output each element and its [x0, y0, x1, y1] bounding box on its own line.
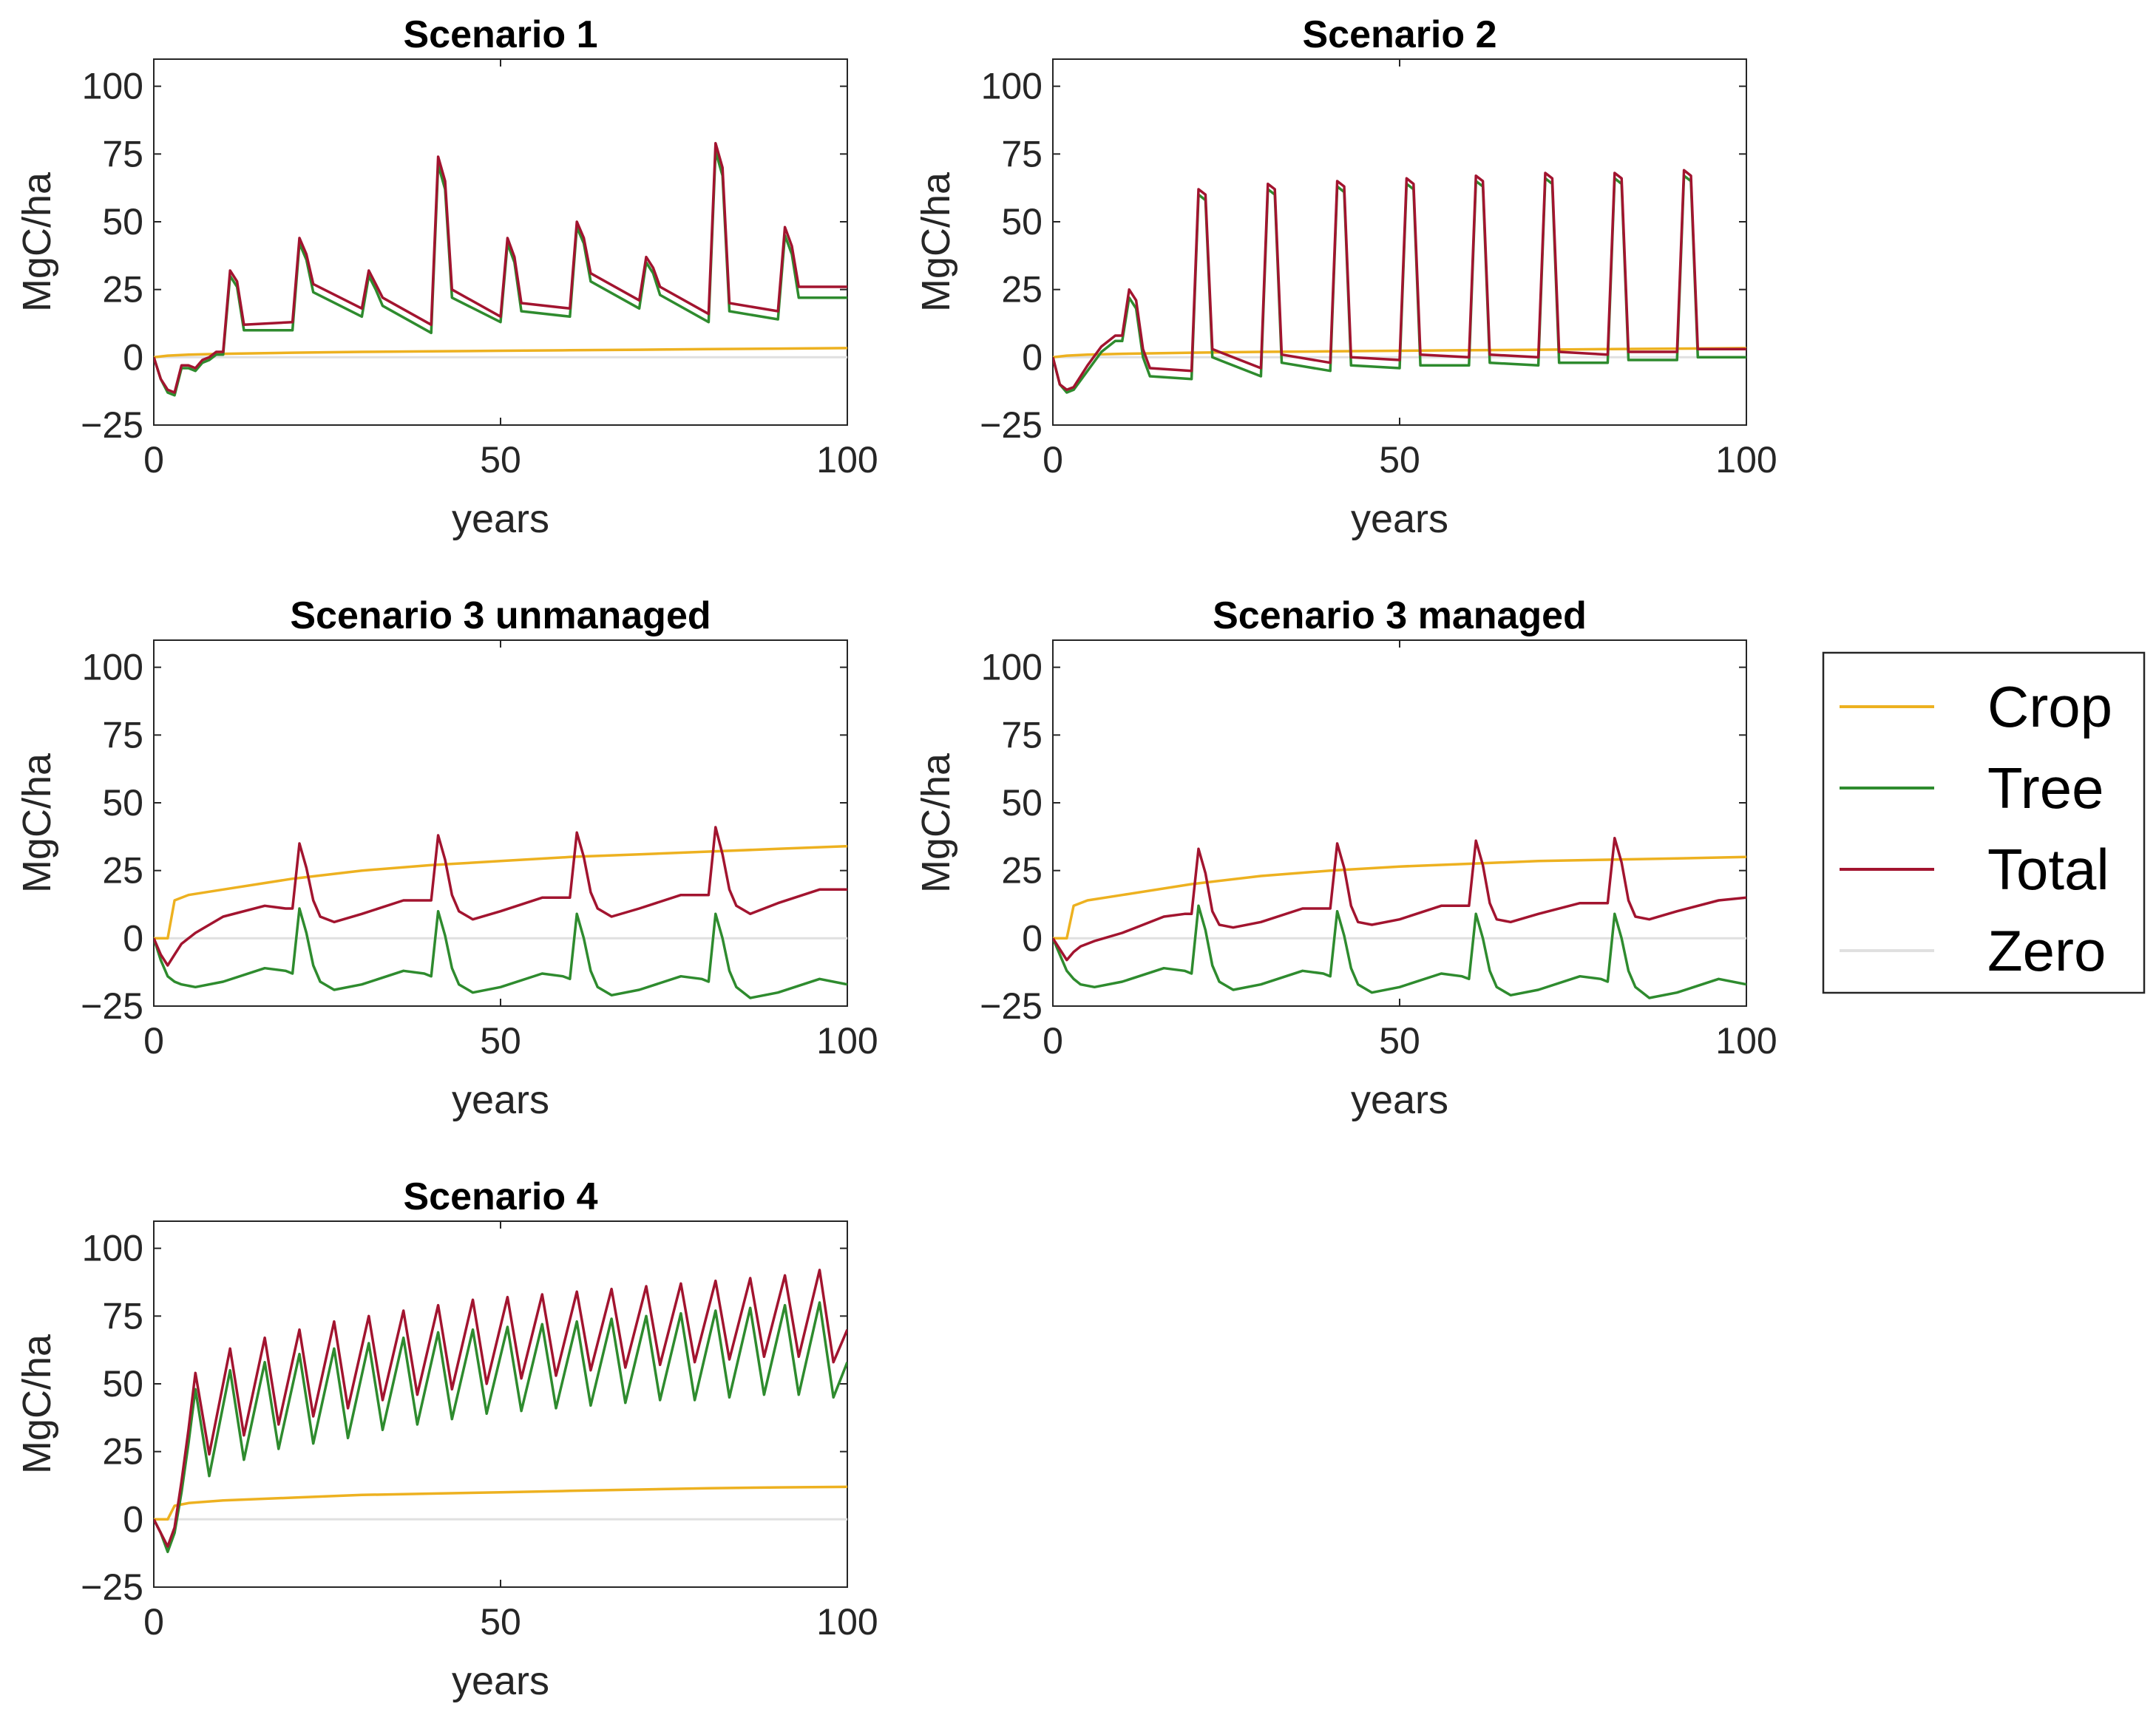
series-line-crop — [154, 844, 847, 940]
y-tick-label: 100 — [981, 647, 1043, 688]
y-tick-label: 0 — [1022, 917, 1043, 959]
plot-area — [153, 58, 848, 426]
x-axis-label: years — [452, 1659, 549, 1703]
series-line-tree — [154, 1301, 847, 1554]
series-line-crop — [154, 347, 847, 359]
y-tick-label: 25 — [102, 269, 143, 310]
series-line-crop — [1053, 855, 1746, 940]
y-tick-label: 75 — [102, 714, 143, 755]
y-axis-label: MgC/ha — [15, 1334, 59, 1474]
y-tick-label: 0 — [1022, 336, 1043, 378]
x-tick-label: 0 — [143, 1601, 164, 1643]
x-tick-label: 0 — [143, 1020, 164, 1062]
y-axis-label: MgC/ha — [914, 753, 958, 893]
legend-label-crop: Crop — [1987, 674, 2112, 739]
series-group — [154, 1269, 847, 1554]
x-axis-label: years — [1351, 497, 1448, 541]
x-tick-label: 50 — [480, 1020, 521, 1062]
x-tick-label: 50 — [1379, 1020, 1420, 1062]
x-tick-label: 100 — [816, 1601, 878, 1643]
y-tick-label: −25 — [81, 404, 143, 446]
x-tick-label: 50 — [480, 439, 521, 480]
y-tick-label: 50 — [1001, 201, 1043, 242]
legend-label-total: Total — [1987, 837, 2109, 902]
x-tick-label: 0 — [1043, 439, 1063, 480]
y-tick-label: 75 — [102, 1295, 143, 1337]
plot-area — [1052, 58, 1747, 426]
series-line-tree — [154, 907, 847, 999]
series-line-total — [154, 1269, 847, 1548]
y-tick-label: 100 — [82, 66, 143, 107]
series-group — [154, 141, 847, 397]
y-tick-label: 50 — [102, 782, 143, 823]
y-tick-label: −25 — [81, 985, 143, 1027]
y-tick-label: 0 — [123, 336, 143, 378]
x-axis-label: years — [452, 1078, 549, 1122]
y-tick-label: 100 — [82, 647, 143, 688]
y-tick-label: 50 — [102, 1363, 143, 1405]
y-tick-label: 25 — [1001, 269, 1043, 310]
y-tick-label: 0 — [123, 917, 143, 959]
y-axis-label: MgC/ha — [15, 172, 59, 312]
y-tick-label: 100 — [981, 66, 1043, 107]
panel-title: Scenario 2 — [1302, 13, 1496, 56]
x-tick-label: 100 — [1715, 1020, 1777, 1062]
y-tick-label: 75 — [102, 133, 143, 174]
legend: Crop Tree Total Zero — [1822, 651, 2146, 994]
y-tick-label: 75 — [1001, 133, 1043, 174]
plot-area — [153, 1220, 848, 1588]
legend-label-tree: Tree — [1987, 755, 2104, 821]
series-group — [1053, 169, 1746, 394]
plot-area — [153, 639, 848, 1007]
y-tick-label: −25 — [81, 1566, 143, 1608]
panel-title: Scenario 3 unmanaged — [290, 594, 711, 637]
y-tick-label: −25 — [980, 404, 1043, 446]
series-line-total — [1053, 169, 1746, 392]
y-axis-label: MgC/ha — [914, 172, 958, 312]
y-axis-label: MgC/ha — [15, 753, 59, 893]
x-tick-label: 0 — [1043, 1020, 1063, 1062]
panel-title: Scenario 4 — [403, 1175, 597, 1218]
y-tick-label: 0 — [123, 1498, 143, 1540]
y-tick-label: 25 — [102, 850, 143, 892]
y-tick-label: 25 — [102, 1431, 143, 1473]
y-tick-label: 75 — [1001, 714, 1043, 755]
series-line-total — [154, 141, 847, 394]
series-group — [154, 826, 847, 999]
x-axis-label: years — [1351, 1078, 1448, 1122]
series-group — [1053, 836, 1746, 999]
legend-label-zero: Zero — [1987, 918, 2106, 983]
x-tick-label: 100 — [816, 439, 878, 480]
plot-area — [1052, 639, 1747, 1007]
series-line-total — [154, 826, 847, 967]
x-tick-label: 100 — [1715, 439, 1777, 480]
panel-title: Scenario 1 — [403, 13, 597, 56]
legend-box — [1822, 651, 2146, 994]
panel-title: Scenario 3 managed — [1213, 594, 1587, 637]
series-line-tree — [1053, 904, 1746, 999]
y-tick-label: 100 — [82, 1228, 143, 1269]
y-tick-label: 50 — [1001, 782, 1043, 823]
x-tick-label: 100 — [816, 1020, 878, 1062]
x-tick-label: 50 — [1379, 439, 1420, 480]
x-tick-label: 50 — [480, 1601, 521, 1643]
series-line-total — [1053, 836, 1746, 962]
x-tick-label: 0 — [143, 439, 164, 480]
x-axis-label: years — [452, 497, 549, 541]
y-tick-label: 50 — [102, 201, 143, 242]
y-tick-label: −25 — [980, 985, 1043, 1027]
y-tick-label: 25 — [1001, 850, 1043, 892]
